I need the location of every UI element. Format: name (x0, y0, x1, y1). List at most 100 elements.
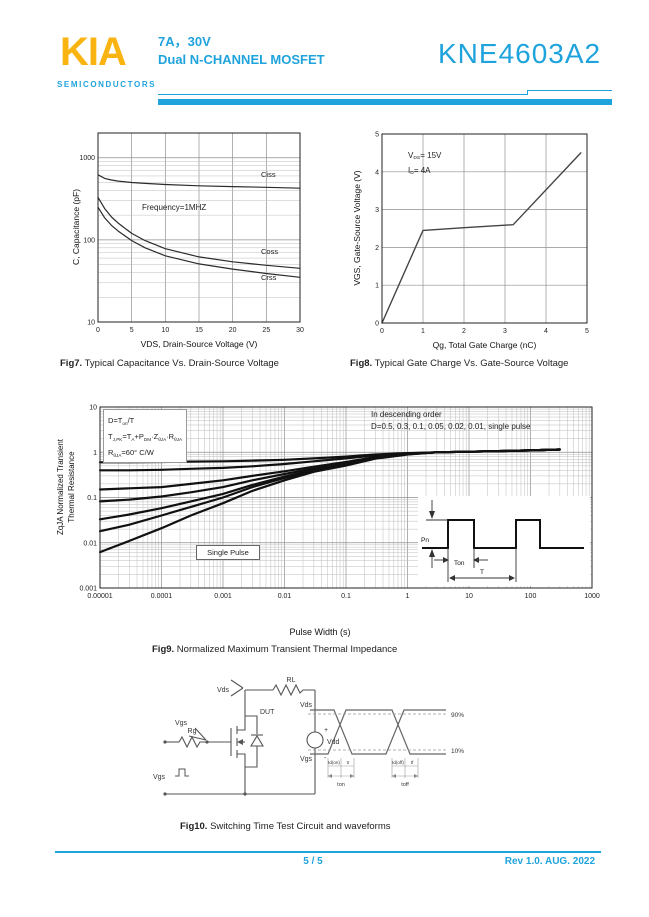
y-tick-label: 2 (375, 245, 379, 252)
vgs-probe-arrow (188, 727, 207, 741)
toff-label: toff (401, 782, 409, 788)
x-tick-label: 15 (195, 327, 203, 334)
x-axis-label: Qg, Total Gate Charge (nC) (433, 340, 537, 350)
y-tick-label: 10 (89, 405, 97, 412)
fig7-caption-text: Typical Capacitance Vs. Drain-Source Vol… (82, 358, 279, 369)
rg-resistor (178, 735, 207, 749)
x-tick-label: 5 (130, 327, 134, 334)
circuit-wires (165, 679, 324, 795)
rl-resistor (272, 683, 315, 697)
plot-border (97, 132, 301, 323)
x-tick-label: 10 (465, 593, 473, 600)
ton-label: ton (337, 782, 345, 788)
fig8-vds-annotation: VDS= 15V (408, 151, 442, 161)
y-tick-label: 3 (375, 207, 379, 214)
x-tick-label: 1000 (584, 593, 600, 600)
single-pulse-label: Single Pulse (196, 545, 260, 560)
fig9-formula-rtheta: RθJA=60° C/W (108, 447, 154, 458)
device-rating: 7A，30V (158, 34, 211, 49)
x-tick-label: 2 (462, 328, 466, 335)
header-rule-thin (158, 94, 528, 95)
ninety-percent-label: 90% (451, 712, 464, 719)
circuit-nodes (163, 739, 247, 796)
fig9-legend-line1: In descending order (371, 410, 442, 419)
timing-guides (327, 758, 419, 778)
percent-reference-lines (308, 713, 448, 751)
header-rule-thick (158, 99, 612, 105)
vds-waveform (310, 709, 446, 755)
header-rule-step (527, 90, 528, 95)
fig9-legend: In descending order D=0.5, 0.3, 0.1, 0.0… (371, 409, 530, 434)
fig10-caption-number: Fig10. (180, 821, 208, 832)
inset-pn-label: Pn (421, 537, 429, 544)
y-tick-label: 100 (83, 237, 95, 244)
rl-label: RL (287, 677, 296, 684)
coss-curve-label: Coss (261, 247, 279, 256)
footer-rule (55, 851, 601, 853)
x-tick-label: 1 (406, 593, 410, 600)
x-tick-label: 0 (380, 328, 384, 335)
fig8-y-axis-label: VGS, Gate-Source Voltage (V) (352, 170, 362, 286)
inset-t-label: T (480, 569, 484, 576)
x-tick-label: 4 (544, 328, 548, 335)
x-tick-label: 0.01 (278, 593, 292, 600)
fig9-x-axis-label: Pulse Width (s) (289, 627, 351, 637)
plot-border (381, 133, 588, 324)
inset-arrowheads (429, 511, 515, 581)
part-number: KNE4603A2 (438, 38, 602, 69)
tr-label: tr (347, 760, 350, 765)
tf-label: tf (411, 760, 414, 765)
y-tick-label: 1 (375, 283, 379, 290)
fig8-caption: Fig8. Typical Gate Charge Vs. Gate-Sourc… (350, 358, 568, 369)
series-curve-Coss (97, 196, 301, 269)
inset-ton-label: Ton (454, 560, 465, 567)
x-tick-label: 0 (96, 327, 100, 334)
fig9-formula-tjpk: TJ,PK=TA+PDM·ZθJA·RθJA (108, 431, 183, 442)
fig7-caption-number: Fig7. (60, 358, 83, 369)
fig7-y-axis-label: C, Capacitance (pF) (71, 188, 81, 266)
x-tick-label: 20 (229, 327, 237, 334)
wave-vgs-label: Vgs (300, 756, 313, 763)
y-tick-label: 0 (375, 321, 379, 328)
fig7-caption: Fig7. Typical Capacitance Vs. Drain-Sour… (60, 358, 279, 369)
vgs-probe-label: Vgs (175, 720, 188, 727)
y-tick-label: 0.1 (87, 495, 97, 502)
vdd-plus-sign: + (324, 727, 328, 734)
fig9-legend-line2: D=0.5, 0.3, 0.1, 0.05, 0.02, 0.01, singl… (371, 422, 531, 432)
td-on-label: td(on) (328, 760, 340, 765)
revision-date: Rev 1.0. AUG. 2022 (504, 856, 595, 867)
fig9-caption: Fig9. Normalized Maximum Transient Therm… (152, 644, 397, 655)
logo-subtext: SEMICONDUCTORS (57, 80, 157, 89)
body-diode-triangle (250, 734, 264, 747)
inset-pulse-waveform (422, 519, 584, 549)
fig7-frequency-annotation: Frequency=1MHZ (142, 203, 207, 212)
fig9-formula-box: D=Ton/T TJ,PK=TA+PDM·ZθJA·RθJA RθJA=60° … (103, 409, 188, 464)
fig9-y-axis-label-line2: Thermal Resistance (67, 451, 76, 523)
x-tick-label: 5 (585, 328, 589, 335)
fig9-y-axis-label-line1: ZqJA Normalized Transient (56, 438, 65, 536)
inset-background (418, 496, 590, 586)
y-tick-label: 1 (93, 450, 97, 457)
x-tick-label: 0.0001 (151, 593, 173, 600)
wave-vds-label: Vds (300, 702, 313, 709)
crss-curve-label: Crss (261, 273, 277, 282)
rg-label: Rg (188, 728, 197, 735)
timing-arrowheads (328, 774, 418, 778)
series-curve-single pulse (98, 448, 561, 554)
inset-dimension-lines (426, 500, 517, 582)
page-number: 5 / 5 (303, 856, 323, 867)
fig10-caption-text: Switching Time Test Circuit and waveform… (207, 821, 391, 832)
fig10-caption: Fig10. Switching Time Test Circuit and w… (180, 821, 390, 832)
ciss-curve-label: Ciss (261, 170, 276, 179)
fig9-formula-duty: D=Ton/T (108, 416, 135, 426)
kia-logo: KIA (60, 30, 127, 74)
x-tick-label: 100 (525, 593, 537, 600)
x-tick-label: 10 (161, 327, 169, 334)
fig9-y-axis-label: ZqJA Normalized Transient Thermal Resist… (55, 392, 77, 582)
x-axis-label: VDS, Drain-Source Voltage (V) (141, 339, 258, 349)
x-tick-label: 0.001 (214, 593, 232, 600)
fig8-caption-text: Typical Gate Charge Vs. Gate-Source Volt… (372, 358, 569, 369)
x-tick-label: 0.1 (341, 593, 351, 600)
fig7-capacitance-chart: 0 5 10 15 20 25 30 10 100 1000 VDS, Drain-Source V… (79, 132, 304, 349)
